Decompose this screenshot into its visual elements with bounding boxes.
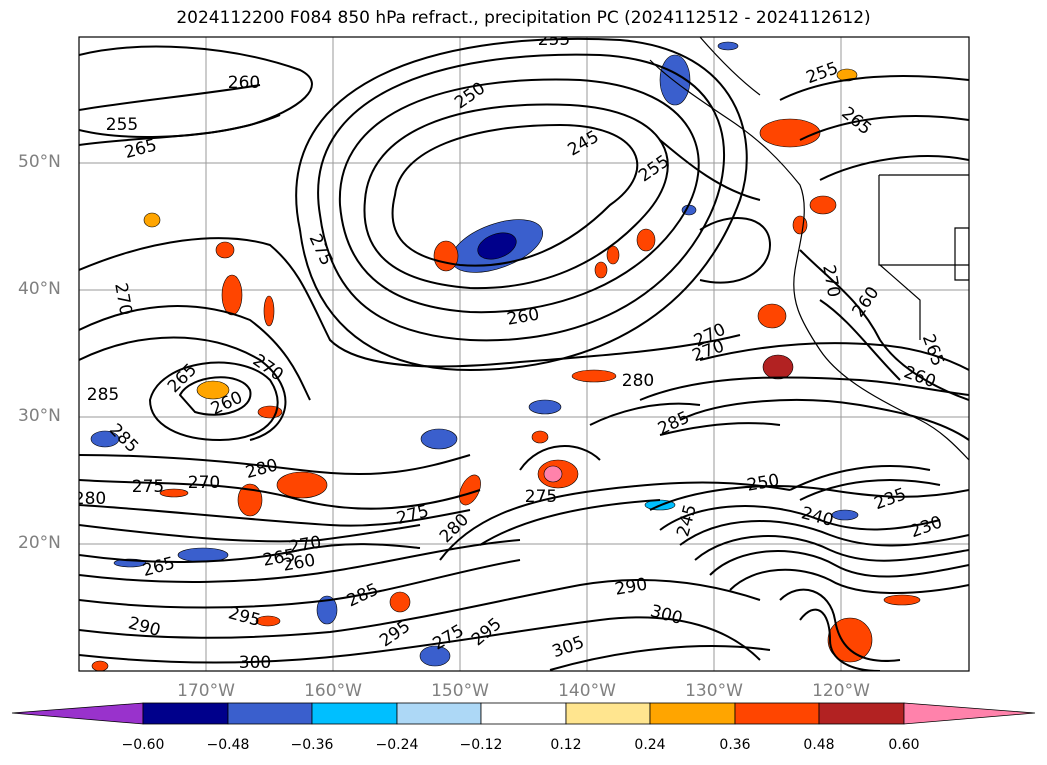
lon-label-120w: 120°W [812,681,870,701]
colorbar-extend-high [903,702,1036,725]
lat-label-50n: 50°N [18,152,61,172]
contour-label: 280 [74,489,106,509]
colorbar-tick: 0.24 [634,737,666,753]
contour-label: 285 [87,385,119,405]
colorbar-tick: −0.60 [121,737,165,753]
colorbar-tick: −0.48 [206,737,250,753]
contour-label: 255 [538,30,570,50]
colorbar-tick: −0.24 [375,737,419,753]
lon-label-140w: 140°W [558,681,616,701]
map-plot-area: 255 260 250 255 265 245 255 275 260 270 … [74,30,969,673]
lon-label-160w: 160°W [304,681,362,701]
contour-label: 275 [525,487,557,507]
colorbar-tick: 0.12 [550,737,582,753]
figure-title: 2024112200 F084 850 hPa refract., precip… [176,8,871,28]
lat-label-30n: 30°N [18,406,61,426]
contour-label: 270 [188,473,220,493]
colorbar [11,702,1036,725]
precipitation-shading [90,41,921,671]
lat-label-20n: 20°N [18,533,61,553]
refractivity-contours [79,37,969,671]
lat-label-40n: 40°N [18,279,61,299]
contour-label: 260 [228,73,260,93]
contour-label: 280 [622,371,654,391]
lon-label-150w: 150°W [431,681,489,701]
coastline [649,37,969,461]
graticule [79,37,969,671]
contour-label: 255 [106,115,138,135]
contour-label: 275 [132,477,164,497]
colorbar-tick: 0.36 [719,737,751,753]
plot-frame [78,36,970,672]
colorbar-tick: −0.12 [459,737,503,753]
lon-label-130w: 130°W [685,681,743,701]
lon-label-170w: 170°W [177,681,235,701]
colorbar-tick: −0.36 [290,737,334,753]
contour-label: 300 [239,653,271,673]
colorbar-extend-low [11,702,144,725]
colorbar-tick: 0.48 [803,737,835,753]
colorbar-tick: 0.60 [888,737,920,753]
